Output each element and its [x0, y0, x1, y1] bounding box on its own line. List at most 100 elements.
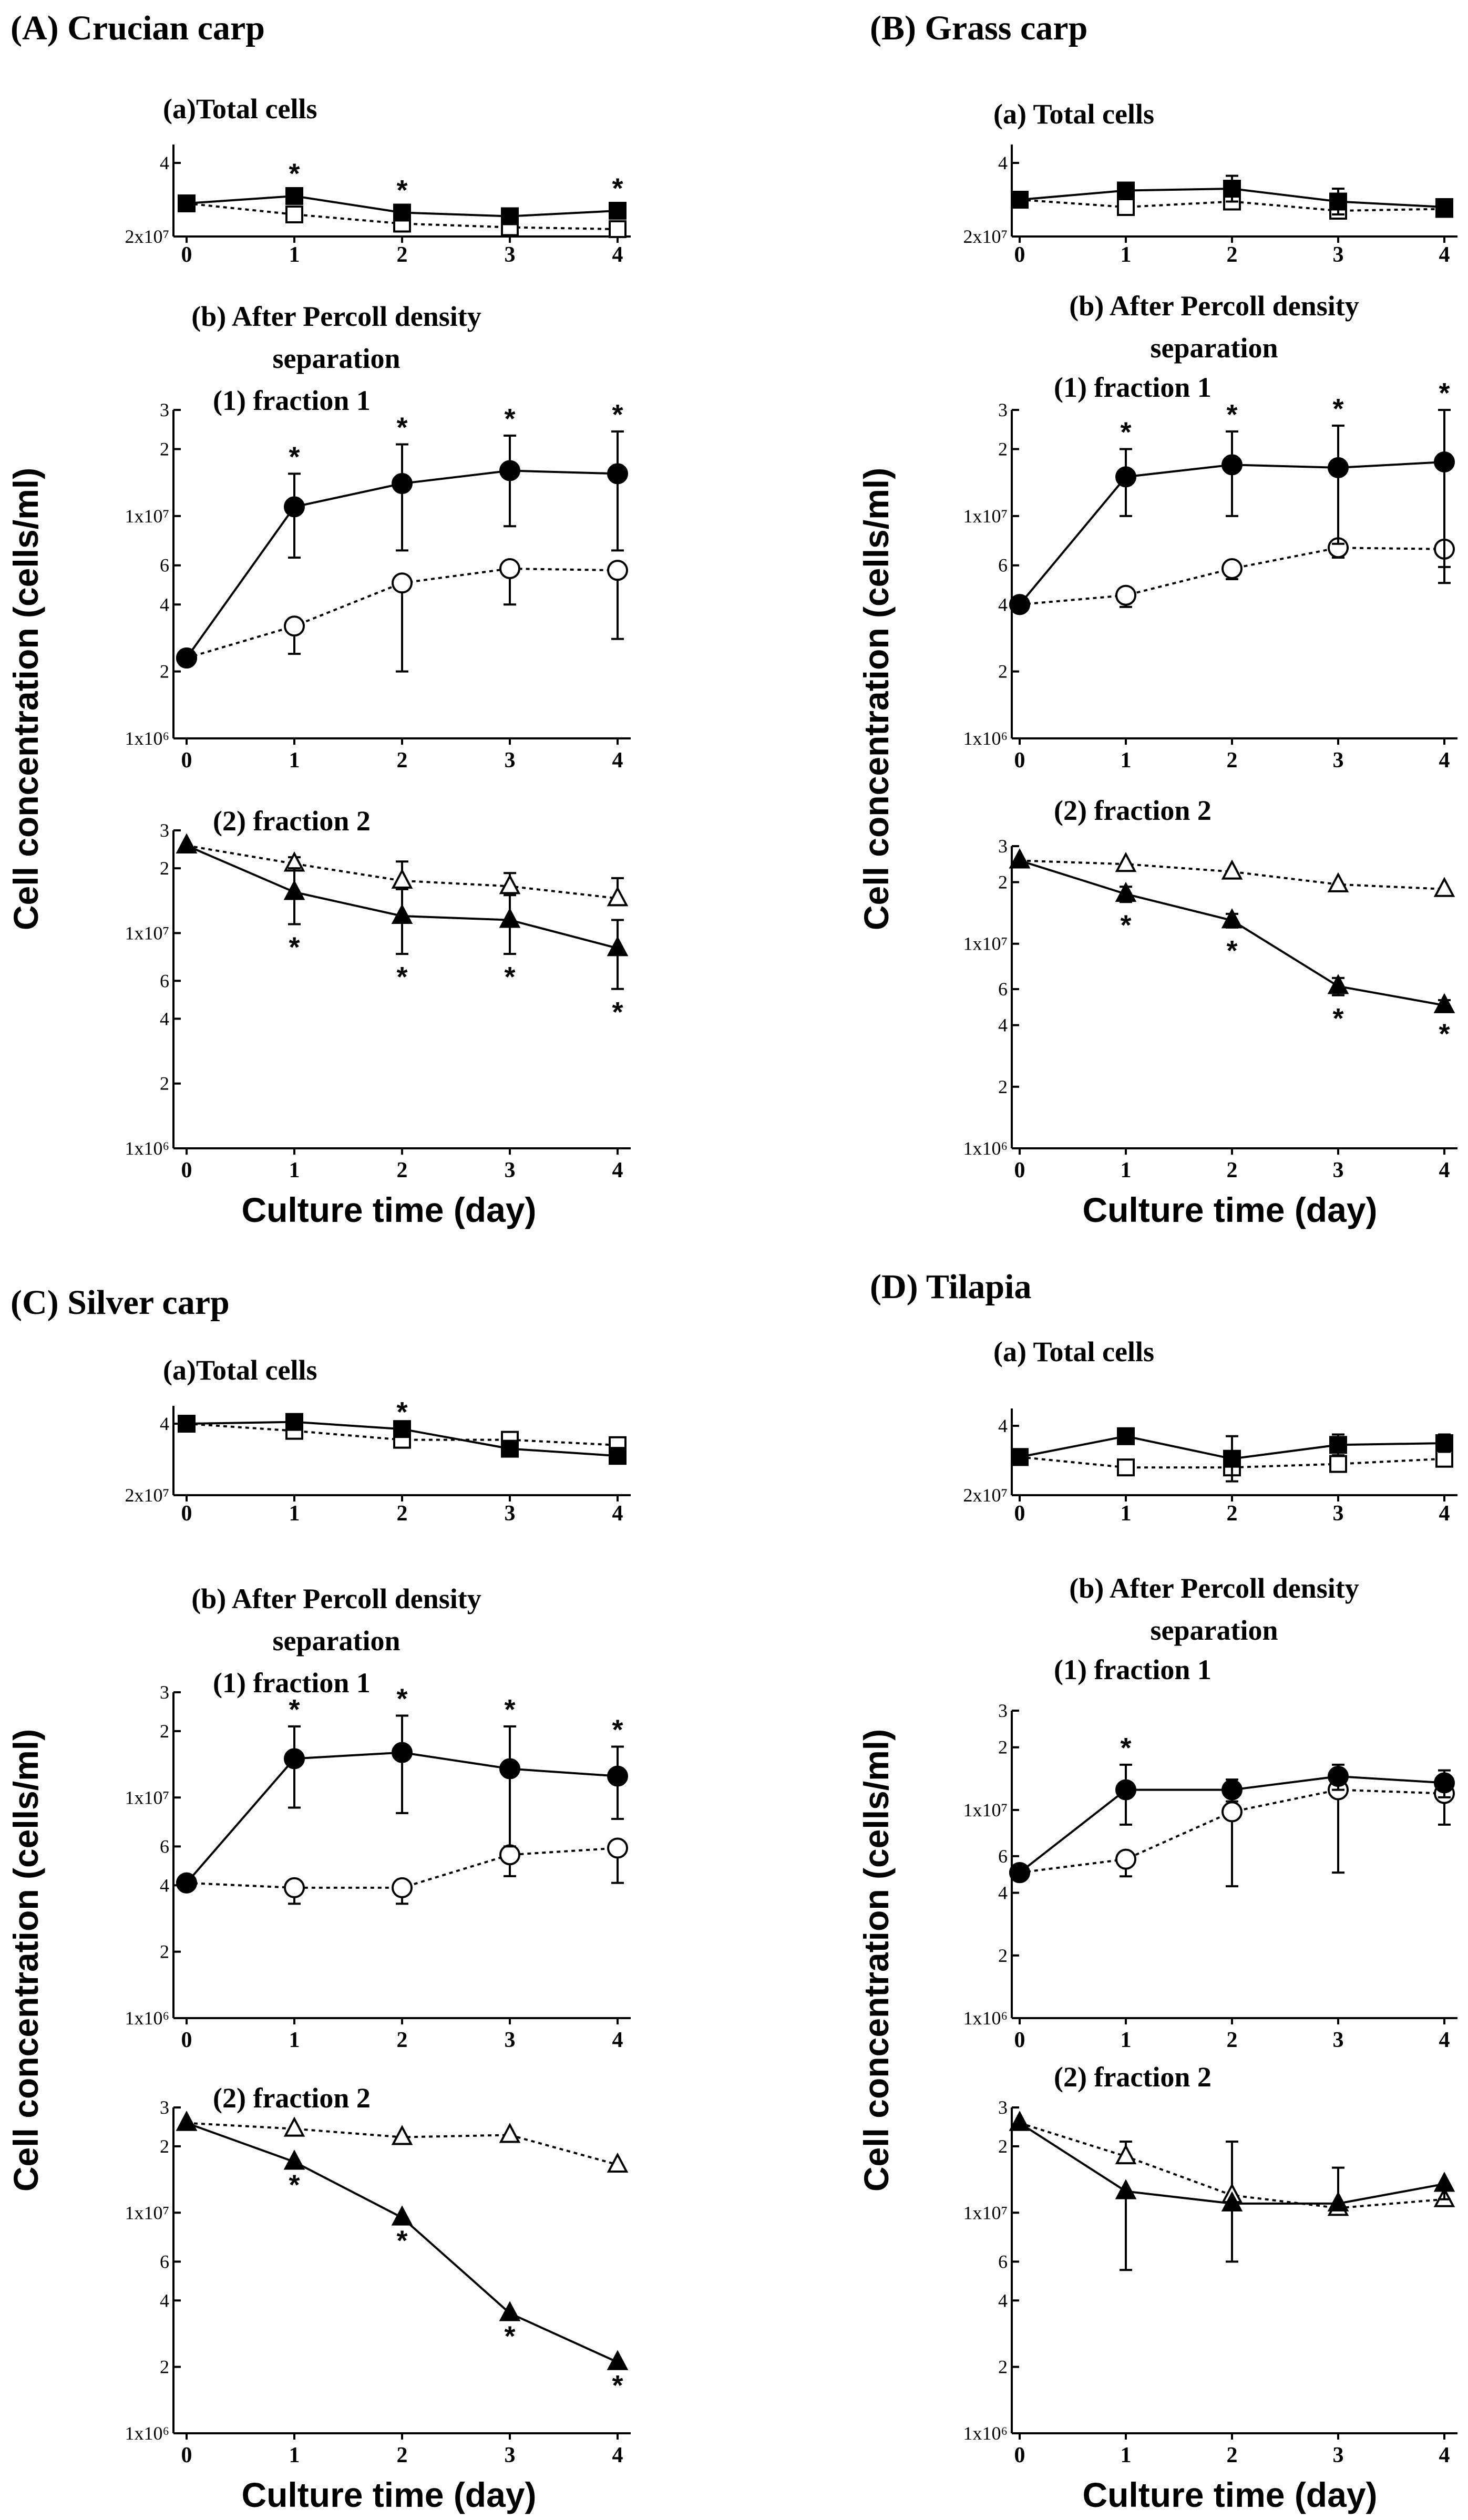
total-y-tick-label: 2x10⁷	[963, 1485, 1008, 1506]
total-x-tick-label: 1	[1121, 243, 1132, 267]
fraction1-y-tick-label: 4	[998, 594, 1008, 615]
percoll-subtitle-line2: separation	[1151, 332, 1278, 364]
fraction2-marker-triangle-open	[391, 868, 413, 889]
fraction1-y-tick-label: 4	[160, 1875, 169, 1896]
total-marker-square-filled	[1117, 181, 1135, 200]
total-marker-square-filled	[1223, 1449, 1241, 1468]
fraction1-significance-star: *	[1120, 417, 1131, 448]
total-significance-star: *	[612, 173, 623, 204]
fraction2-y-tick-label: 2	[998, 1076, 1008, 1097]
fraction2-y-tick-label: 1x10⁷	[963, 933, 1008, 954]
fraction2-marker-triangle-filled	[1433, 2172, 1455, 2192]
total-marker-square-filled	[609, 202, 627, 220]
fraction1-marker-circle-filled	[1328, 457, 1349, 478]
fraction2-significance-star: *	[504, 961, 515, 993]
fraction2-x-tick-label: 3	[1333, 1158, 1344, 1182]
fraction2-y-tick-label: 1x10⁶	[125, 2423, 169, 2444]
fraction1-marker-circle-filled	[176, 1872, 197, 1894]
fraction1-x-tick-label: 0	[1014, 2028, 1025, 2052]
y-axis-label-right-bottom: Cell concentration (cells/ml)	[857, 1729, 896, 2192]
total-marker-square-filled	[1435, 198, 1453, 216]
fraction2-marker-triangle-filled	[391, 903, 413, 924]
fraction2-significance-star: *	[289, 2169, 300, 2201]
fraction2-x-tick-label: 3	[505, 2443, 516, 2467]
fraction1-marker-circle-open	[284, 615, 305, 637]
fraction1-marker-circle-filled	[1115, 466, 1136, 488]
fraction2-y-tick-label: 1x10⁷	[963, 2202, 1008, 2223]
fraction1-x-tick-label: 3	[1333, 2028, 1344, 2052]
fraction1-x-tick-label: 2	[397, 2028, 408, 2052]
fraction2-y-tick-label: 2	[160, 2357, 169, 2378]
fraction2-x-tick-label: 0	[1014, 1158, 1025, 1182]
fraction1-y-tick-label: 1x10⁶	[125, 2008, 169, 2029]
total-marker-square-filled	[178, 194, 196, 212]
x-axis-label-left-bottom: Culture time (day)	[241, 2475, 536, 2514]
fraction2-significance-star: *	[612, 2370, 623, 2401]
fraction1-marker-circle-open	[1115, 1848, 1136, 1870]
fraction2-marker-triangle-filled	[1009, 848, 1031, 869]
fraction2-marker-triangle-filled	[1115, 881, 1137, 902]
total-x-tick-label: 2	[397, 1501, 408, 1526]
total-line-open	[1019, 199, 1445, 212]
total-marker-square-filled	[501, 1439, 519, 1458]
fraction2-marker-triangle-filled	[391, 2205, 413, 2226]
fraction1-x-tick-label: 3	[1333, 748, 1344, 773]
fraction2-marker-triangle-filled	[283, 2149, 305, 2170]
fraction1-marker-circle-open	[1115, 584, 1136, 606]
fraction2-marker-triangle-open	[283, 2116, 305, 2137]
total-x-tick-label: 4	[1439, 243, 1450, 267]
fraction2-marker-triangle-filled	[499, 2301, 521, 2321]
total-marker-square-filled	[501, 207, 519, 225]
total-y-tick-label: 4	[998, 1415, 1008, 1436]
total-cells-title: (a) Total cells	[993, 1336, 1154, 1367]
fraction2-y-tick-label: 1x10⁷	[125, 2202, 169, 2223]
total-x-tick-label: 0	[181, 243, 192, 267]
percoll-subtitle: (b) After Percoll density	[191, 1583, 481, 1614]
fraction1-marker-circle-open	[1221, 558, 1243, 579]
panel-title: (B) Grass carp	[870, 9, 1087, 47]
panel-d: (D) Tilapia (a) Total cells 2x10⁷ 4 0 1 2 3 4 (b)…	[870, 1268, 1457, 2467]
fraction2-marker-triangle-filled	[1433, 993, 1455, 1013]
fraction2-significance-star: *	[396, 2225, 407, 2257]
panel-title: (C) Silver carp	[11, 1283, 230, 1322]
total-y-tick-label: 4	[998, 152, 1008, 173]
fraction1-y-tick-label: 1x10⁷	[125, 506, 169, 527]
fraction2-significance-star: *	[612, 996, 623, 1028]
fraction1-marker-circle-filled	[1009, 1862, 1030, 1884]
fraction1-y-tick-label: 1x10⁷	[963, 506, 1008, 527]
total-y-tick-label: 2x10⁷	[125, 226, 169, 247]
total-x-tick-label: 0	[1014, 1501, 1025, 1526]
fraction1-x-tick-label: 0	[181, 2028, 192, 2052]
fraction2-significance-star: *	[1226, 935, 1237, 966]
fraction2-significance-star: *	[504, 2321, 515, 2352]
fraction2-x-tick-label: 2	[397, 1158, 408, 1182]
fraction2-y-tick-label: 1x10⁶	[963, 1138, 1008, 1159]
x-axis-label-left-top: Culture time (day)	[241, 1190, 536, 1229]
fraction2-y-tick-label: 3	[160, 820, 169, 841]
fraction2-title: (2) fraction 2	[1054, 2061, 1212, 2093]
fraction2-line-open	[1019, 859, 1445, 890]
total-marker-square-open	[285, 205, 303, 223]
total-significance-star: *	[396, 174, 407, 206]
fraction1-y-tick-label: 3	[998, 1700, 1008, 1721]
fraction1-marker-circle-filled	[499, 460, 520, 481]
fraction1-y-tick-label: 6	[998, 1846, 1008, 1867]
fraction2-y-tick-label: 4	[160, 1008, 169, 1029]
fraction1-marker-circle-open	[392, 572, 413, 594]
total-marker-square-open	[1435, 1449, 1453, 1468]
total-marker-square-open	[1117, 1458, 1135, 1477]
fraction1-marker-circle-filled	[607, 463, 628, 485]
fraction2-significance-star: *	[1439, 1018, 1450, 1050]
fraction2-y-tick-label: 3	[160, 2097, 169, 2118]
fraction2-x-tick-label: 1	[1121, 2443, 1132, 2467]
total-marker-square-filled	[1329, 1436, 1347, 1454]
total-x-tick-label: 4	[612, 243, 623, 267]
total-x-tick-label: 3	[505, 1501, 516, 1526]
total-marker-square-filled	[285, 1413, 303, 1431]
fraction1-title: (1) fraction 1	[213, 385, 371, 416]
fraction2-y-tick-label: 2	[998, 2136, 1008, 2157]
fraction2-marker-triangle-filled	[607, 936, 629, 956]
fraction2-x-tick-label: 0	[1014, 2443, 1025, 2467]
fraction1-marker-circle-filled	[176, 647, 197, 668]
total-line-open	[1019, 1456, 1445, 1469]
